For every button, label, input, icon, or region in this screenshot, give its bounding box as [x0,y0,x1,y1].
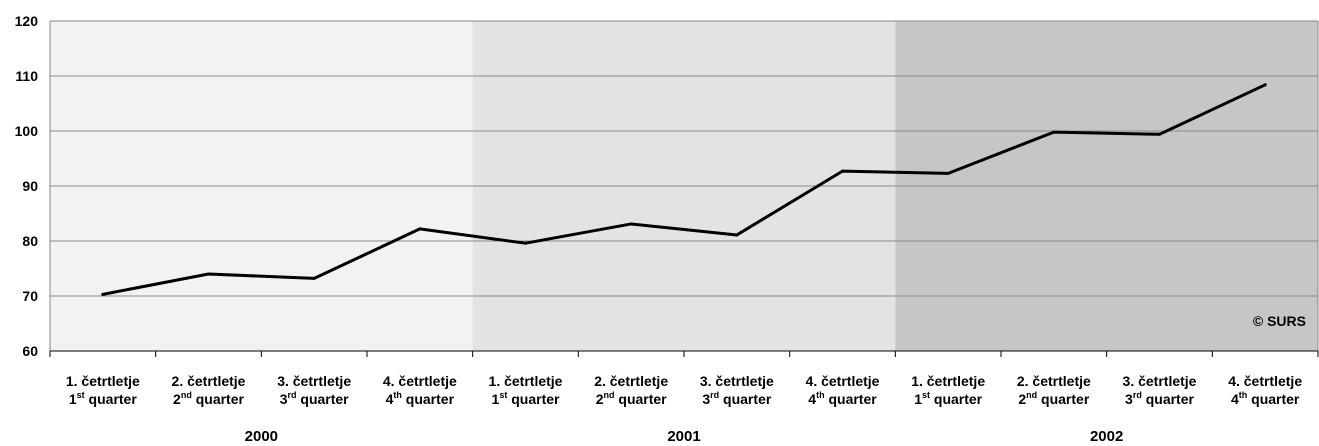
y-tick-label: 80 [22,233,38,249]
x-tick-label-ordinal: nd [1026,390,1037,400]
x-tick-label-number: 3 [280,391,288,407]
series-line-0 [101,83,1267,296]
x-tick-label-line2: 4th quarter [808,390,877,407]
data-point [1052,130,1056,134]
x-tick-label-line1: 2. četrtletje [594,373,668,389]
x-tick-label-number: 3 [1125,391,1133,407]
year-labels: 2000 2001 2002 [245,428,1124,445]
x-tick-label-line2: 1st quarter [492,390,560,407]
x-tick-label-line2: 4th quarter [386,390,455,407]
x-tick-label-word: quarter [85,391,138,407]
x-tick-label-word: quarter [507,391,560,407]
x-tick-label-word: quarter [1142,391,1195,407]
x-tick-label-ordinal: rd [288,390,297,400]
year-label: 2002 [1090,428,1123,445]
x-tick-label-ordinal: nd [604,390,615,400]
x-tick-label-number: 1 [914,391,922,407]
x-tick-label-number: 3 [702,391,710,407]
y-tick-label: 120 [15,13,39,29]
x-tick-label-line1: 2. četrtletje [1017,373,1091,389]
x-tick-label-line1: 3. četrtletje [700,373,774,389]
x-tick-label-word: quarter [402,391,455,407]
x-tick-label-line2: 3rd quarter [280,390,349,407]
x-tick-label-line2: 2nd quarter [596,390,667,407]
x-tick-label-ordinal: th [393,390,402,400]
x-tick-label-line1: 4. četrtletje [806,373,880,389]
data-point [418,227,422,231]
series-layer [101,83,1267,296]
x-tick-label-number: 2 [1018,391,1026,407]
x-tick-label-line1: 1. četrtletje [489,373,563,389]
x-tick-label-number: 4 [808,391,816,407]
x-tick-label-number: 2 [173,391,181,407]
data-point [524,241,527,245]
x-tick-label-ordinal: st [77,390,85,400]
x-tick-label-line2: 3rd quarter [1125,390,1194,407]
x-tick-label-number: 1 [69,391,77,407]
x-tick-label-line1: 1. četrtletje [911,373,985,389]
x-tick-label-line1: 2. četrtletje [172,373,246,389]
y-tick-label: 90 [22,178,38,194]
data-point [1158,132,1161,136]
x-tick-label-line1: 3. četrtletje [1123,373,1197,389]
x-tick-label-line1: 4. četrtletje [1228,373,1302,389]
x-tick-label-ordinal: th [1239,390,1248,400]
x-tick-label-ordinal: rd [1133,390,1142,400]
x-tick-label-word: quarter [192,391,245,407]
x-tick-label-line2: 2nd quarter [173,390,244,407]
y-tick-label: 100 [15,123,39,139]
y-tick-label: 110 [15,68,38,84]
x-tick-label-word: quarter [1037,391,1090,407]
x-tick-label-line2: 3rd quarter [702,390,771,407]
data-point [841,169,844,173]
x-tick-label-ordinal: rd [710,390,719,400]
x-tick-label-word: quarter [297,391,350,407]
x-tick-label-number: 1 [492,391,500,407]
x-tick-label-number: 4 [386,391,394,407]
x-tick-label-word: quarter [930,391,983,407]
y-axis: 60 70 80 90 100 110 120 [15,13,39,359]
year-label: 2001 [667,428,700,445]
x-tick-label-line1: 3. četrtletje [277,373,351,389]
data-point [629,222,633,226]
x-tick-label-number: 4 [1231,391,1239,407]
x-tick-label-ordinal: nd [181,390,192,400]
x-tick-label-ordinal: st [922,390,930,400]
data-point [101,292,105,296]
x-tick-label-line2: 1st quarter [914,390,982,407]
data-point [946,171,950,175]
x-tick-label-line2: 1st quarter [69,390,137,407]
x-tick-label-word: quarter [1247,391,1300,407]
data-point [1263,83,1267,87]
data-point [312,276,316,280]
copyright-credit: © SURS [1253,313,1306,329]
x-tick-label-ordinal: th [816,390,825,400]
x-tick-label-number: 2 [596,391,604,407]
y-tick-label: 60 [22,343,38,359]
x-tick-label-word: quarter [719,391,772,407]
x-tick-label-ordinal: st [499,390,507,400]
x-tick-label-line2: 2nd quarter [1018,390,1089,407]
x-tick-label-line2: 4th quarter [1231,390,1300,407]
data-point [735,233,739,237]
x-tick-label-line1: 1. četrtletje [66,373,140,389]
data-point [207,272,210,276]
x-tick-label-word: quarter [825,391,878,407]
year-label: 2000 [245,428,278,445]
x-tick-label-word: quarter [615,391,668,407]
y-tick-label: 70 [22,288,38,304]
x-tick-label-line1: 4. četrtletje [383,373,457,389]
